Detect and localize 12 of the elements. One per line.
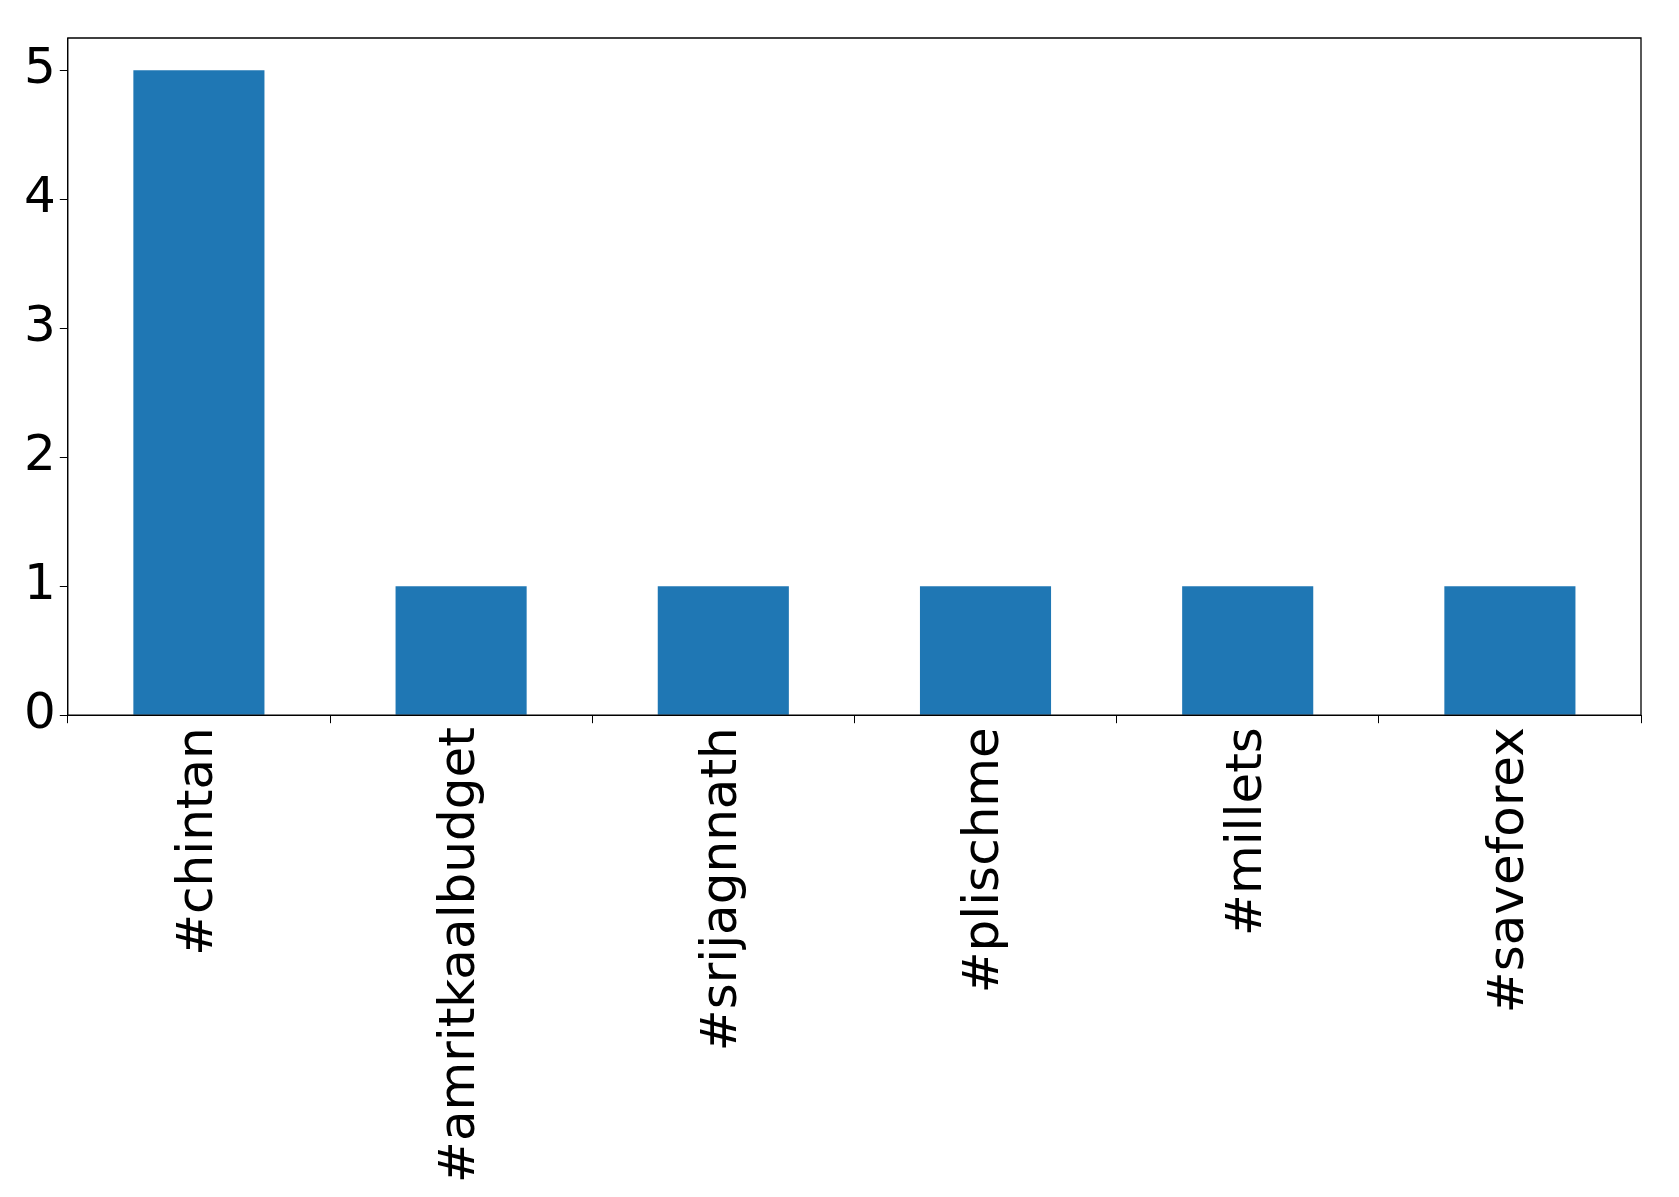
- y-tick-label: 1: [24, 553, 56, 612]
- x-tick-label: #saveforex: [1476, 727, 1535, 1014]
- x-tick-label: #plischme: [952, 727, 1011, 994]
- y-tick-label: 5: [24, 37, 56, 96]
- x-tick-label: #chintan: [165, 727, 224, 956]
- y-tick-label: 3: [24, 295, 56, 354]
- y-tick-label: 2: [24, 424, 56, 483]
- y-tick-label: 0: [24, 682, 56, 741]
- x-tick-label: #srijagnnath: [690, 727, 749, 1052]
- x-tick-label: #amritkaalbudget: [428, 727, 487, 1183]
- x-tick-label: #millets: [1214, 727, 1273, 936]
- y-tick-label: 4: [24, 166, 56, 225]
